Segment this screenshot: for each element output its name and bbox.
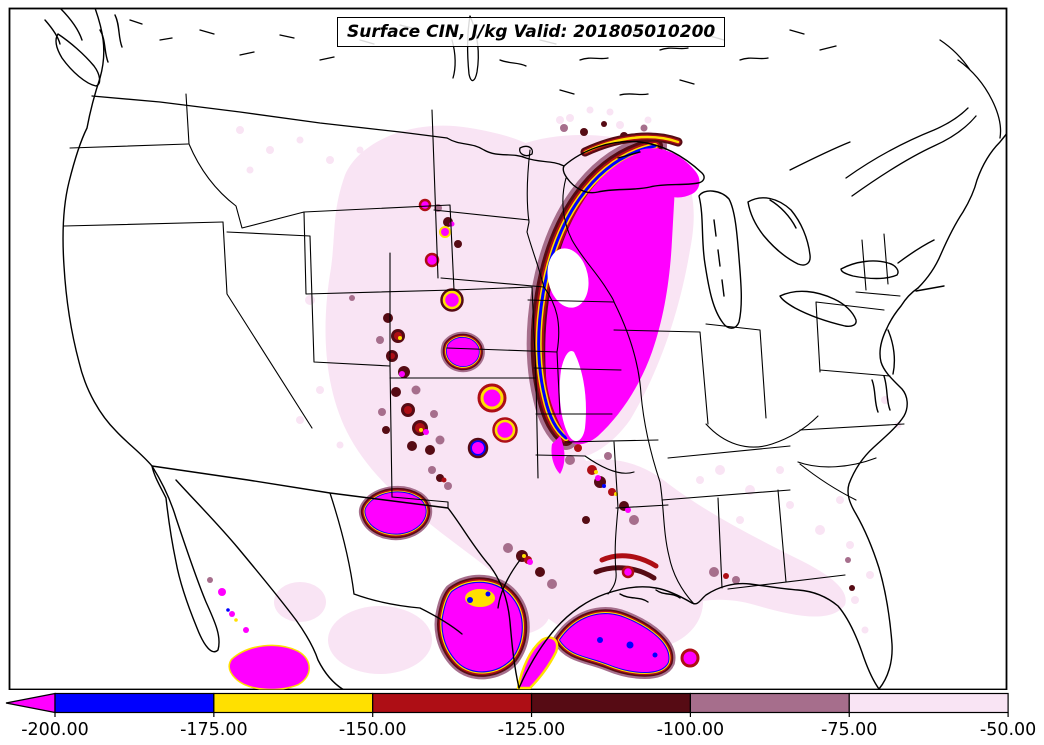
cin-core-gulf-california <box>228 644 310 690</box>
colorbar-tick-labels: -200.00 -175.00 -150.00 -125.00 -100.00 … <box>21 720 1036 740</box>
colorbar-tick-label: -200.00 <box>21 720 89 740</box>
colorbar-segment <box>213 692 374 714</box>
colorbar-segment <box>848 692 1009 714</box>
plot-title: Surface CIN, J/kg Valid: 201805010200 <box>337 17 726 47</box>
colorbar-tick-label: -75.00 <box>821 720 877 740</box>
colorbar-ticks <box>54 712 1009 717</box>
cin-core-plains <box>418 198 518 459</box>
colorbar-segment <box>54 692 215 714</box>
colorbar-tick-label: -150.00 <box>339 720 407 740</box>
canada-mexico-features <box>91 15 1002 635</box>
map-canvas <box>8 7 1008 690</box>
colorbar-tick-label: -125.00 <box>498 720 566 740</box>
colorbar-tick-label: -50.00 <box>980 720 1036 740</box>
colorbar-segment <box>372 692 533 714</box>
cin-core-south-texas <box>434 574 530 680</box>
colorbar-segment <box>530 692 691 714</box>
state-borders <box>63 93 905 605</box>
cin-core-west-texas <box>358 485 433 541</box>
cin-fill-layer <box>207 106 902 690</box>
plot-title-text: Surface CIN, J/kg Valid: 201805010200 <box>347 22 716 42</box>
cin-core-gulf-streak <box>516 607 700 690</box>
coastline <box>44 8 1007 690</box>
map-linework <box>44 8 1007 690</box>
colorbar-tick-label: -100.00 <box>657 720 725 740</box>
colorbar-tick-label: -175.00 <box>180 720 248 740</box>
colorbar: -200.00 -175.00 -150.00 -125.00 -100.00 … <box>5 692 1036 740</box>
colorbar-underflow-arrow-icon <box>5 692 56 714</box>
great-lakes <box>562 140 935 329</box>
cin-moderate-speckles <box>207 121 855 633</box>
colorbar-segments <box>5 692 1009 714</box>
colorbar-segment <box>689 692 850 714</box>
